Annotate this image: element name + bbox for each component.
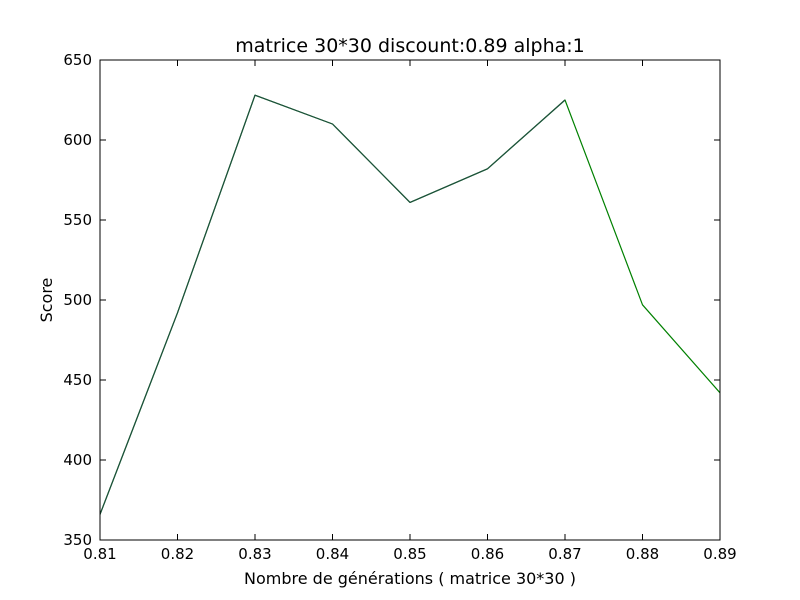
x-tick-label: 0.88 bbox=[626, 545, 659, 563]
y-tick-label: 500 bbox=[63, 291, 92, 309]
y-tick-label: 650 bbox=[63, 51, 92, 69]
y-tick-label: 550 bbox=[63, 211, 92, 229]
y-tick-label: 350 bbox=[63, 531, 92, 549]
plot-lines bbox=[99, 94, 721, 515]
series-line-2 bbox=[99, 94, 566, 515]
x-tick-label: 0.81 bbox=[83, 545, 116, 563]
chart-title: matrice 30*30 discount:0.89 alpha:1 bbox=[235, 35, 585, 57]
x-tick-label: 0.85 bbox=[393, 545, 426, 563]
y-tick-label: 400 bbox=[63, 451, 92, 469]
x-axis-label: Nombre de générations ( matrice 30*30 ) bbox=[244, 569, 576, 588]
series-line-1 bbox=[99, 94, 721, 515]
plot-frame bbox=[99, 59, 721, 541]
x-tick-label: 0.82 bbox=[161, 545, 194, 563]
y-tick-label: 450 bbox=[63, 371, 92, 389]
y-axis-label: Score bbox=[37, 278, 56, 323]
x-tick-label: 0.89 bbox=[703, 545, 736, 563]
x-tick-label: 0.84 bbox=[316, 545, 349, 563]
y-tick-label: 600 bbox=[63, 131, 92, 149]
x-axis: 0.81 0.82 0.83 0.84 0.85 0.86 0.87 0.88 0.89 bbox=[83, 60, 737, 563]
x-tick-label: 0.83 bbox=[238, 545, 271, 563]
x-tick-label: 0.86 bbox=[471, 545, 504, 563]
y-axis: 350 400 450 500 550 600 650 bbox=[63, 51, 720, 549]
x-tick-label: 0.87 bbox=[548, 545, 581, 563]
